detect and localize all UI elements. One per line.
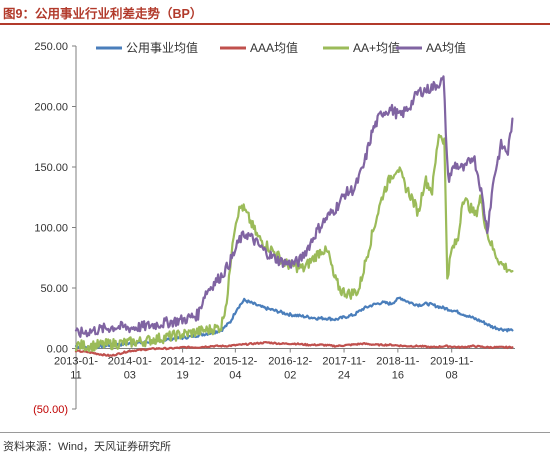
x-tick-label-line2: 24 [338,370,350,382]
x-tick-label-line1: 2015-12- [213,356,257,368]
source-note: 资料来源：Wind，天风证券研究所 [3,441,172,453]
x-tick-label-line2: 16 [392,370,404,382]
y-tick-label: 0.00 [47,344,68,356]
x-tick-label-line1: 2014-12- [161,356,205,368]
y-tick-label: 50.00 [40,283,68,295]
x-tick-label-line1: 2017-11- [322,356,366,368]
y-tick-label: 250.00 [34,41,68,53]
y-tick-label: 100.00 [34,223,68,235]
series-line-3 [74,133,514,353]
series-line-2 [74,341,514,357]
x-tick-label-line1: 2018-11- [376,356,420,368]
y-tick-label: 200.00 [34,102,68,114]
y-tick-label: 150.00 [34,162,68,174]
line-chart: (50.00) 0.00 50.00 100.00 150.00 200.00 250.00… [33,40,515,416]
x-tick-label-line1: 2019-11- [430,356,474,368]
x-tick-label-line2: 03 [124,370,136,382]
series-layer [74,75,514,357]
legend-label-2: AAA均值 [250,40,298,55]
legend: 公用事业均值 AAA均值 AA+均值 AA均值 [96,40,466,55]
figure-title: 图9：公用事业行业利差走势（BP） [3,7,203,21]
x-tick-label-line2: 02 [284,370,296,382]
source-rule [0,432,550,433]
x-tick-label-line1: 2013-01- [54,356,98,368]
series-line-4 [74,75,514,338]
x-tick-label-line1: 2016-12- [268,356,312,368]
x-tick-label-line2: 19 [176,370,188,382]
title-rule [0,23,550,25]
legend-label-3: AA+均值 [353,40,400,55]
y-tick-label: (50.00) [33,404,68,416]
legend-label-1: 公用事业均值 [126,40,198,55]
axis-layer: (50.00) 0.00 50.00 100.00 150.00 200.00 250.00… [33,41,515,416]
x-tick-label-line2: 08 [446,370,458,382]
x-tick-label-line2: 11 [70,370,81,382]
x-tick-label-line1: 2014-01- [108,356,152,368]
legend-label-4: AA均值 [426,40,466,55]
x-tick-label-line2: 04 [229,370,241,382]
